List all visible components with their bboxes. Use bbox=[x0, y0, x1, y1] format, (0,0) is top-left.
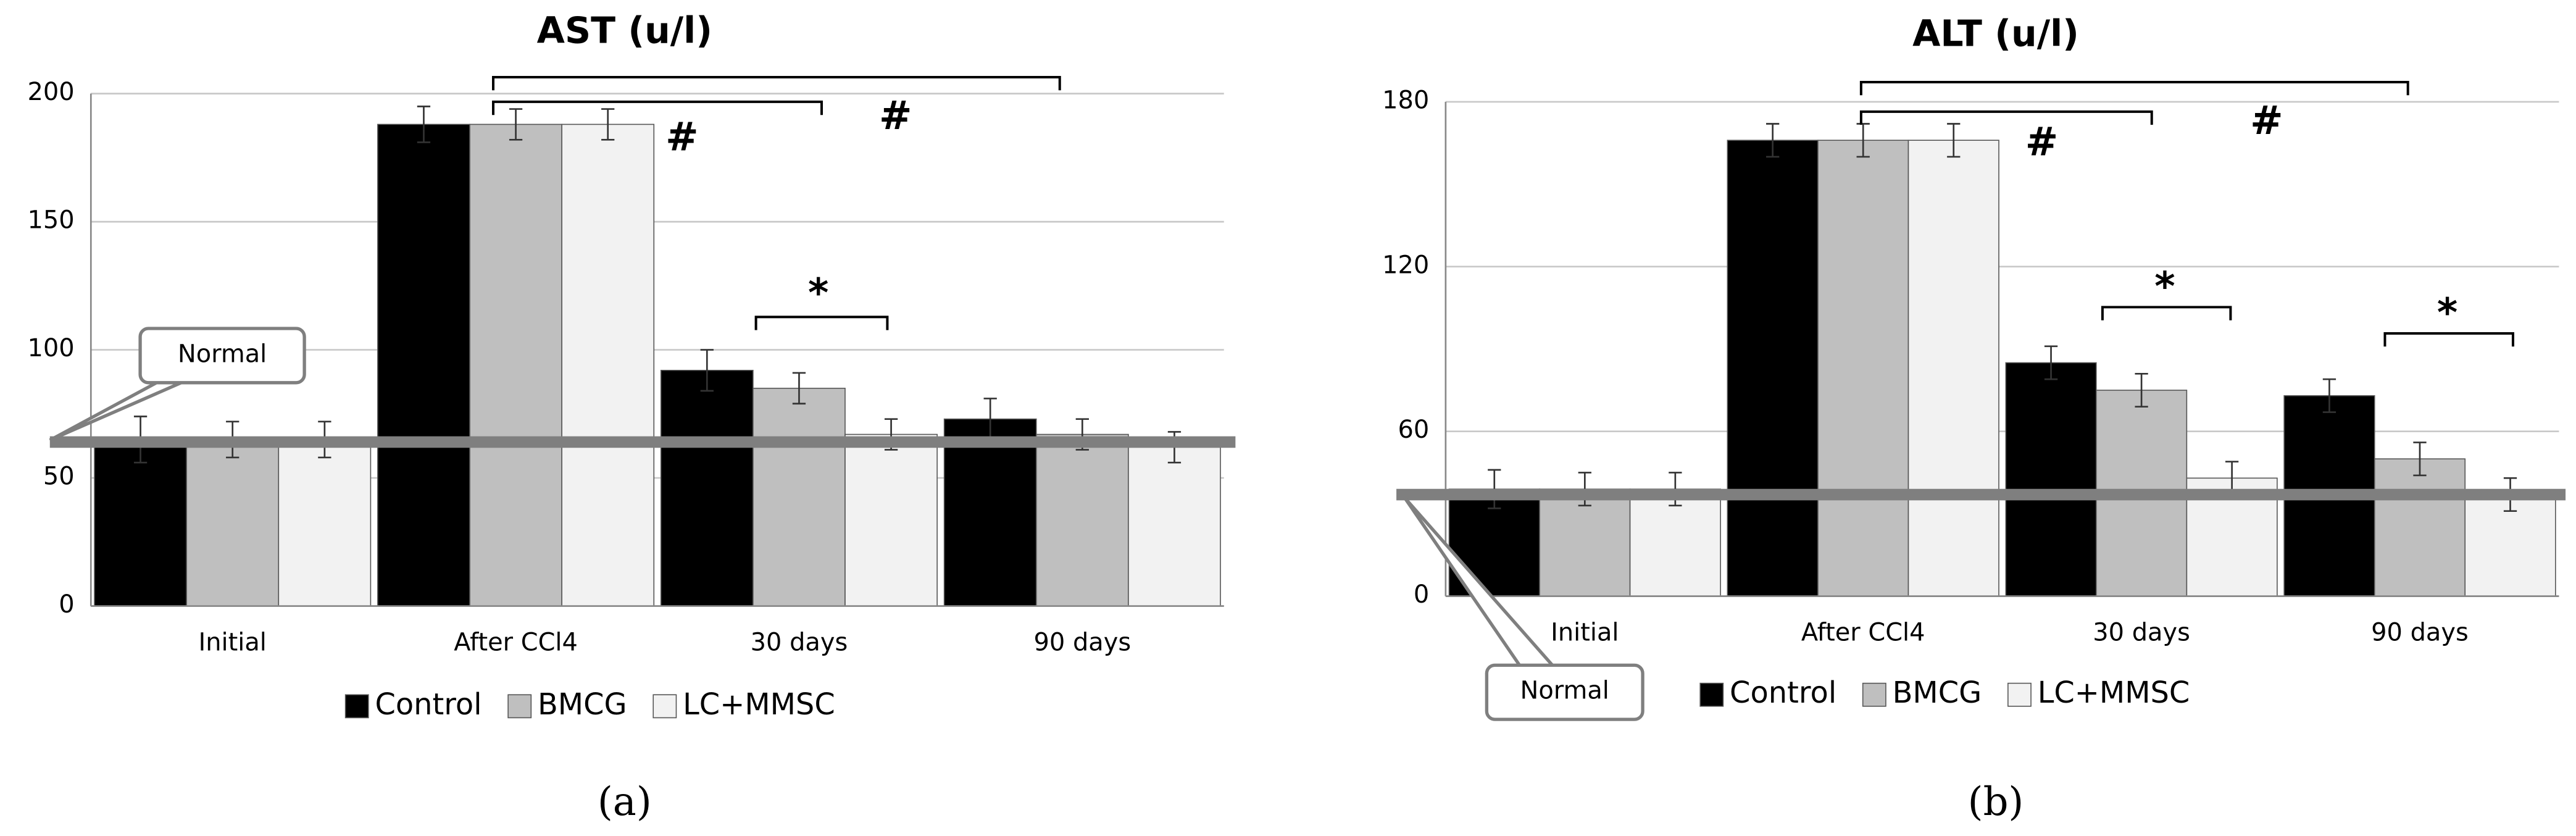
bar bbox=[278, 439, 372, 607]
bar bbox=[752, 388, 846, 607]
bar bbox=[1035, 433, 1129, 607]
legend-swatch bbox=[507, 694, 532, 719]
annotation: # bbox=[879, 93, 912, 139]
callout-tail bbox=[49, 381, 182, 442]
bar bbox=[377, 123, 470, 607]
bar bbox=[660, 370, 754, 607]
error-bar bbox=[792, 372, 806, 405]
error-bar bbox=[417, 106, 431, 143]
chart-title: ALT (u/l) bbox=[1912, 13, 2079, 55]
y-tick-label: 200 bbox=[28, 78, 75, 106]
bar bbox=[2005, 362, 2097, 597]
bar bbox=[186, 439, 280, 607]
legend-swatch bbox=[1699, 682, 1724, 707]
bar bbox=[94, 439, 187, 607]
legend-label: BMCG bbox=[538, 688, 627, 722]
bar bbox=[1817, 140, 1909, 597]
error-bar bbox=[700, 349, 714, 392]
annotation: * bbox=[2154, 264, 2175, 310]
annotation: # bbox=[665, 115, 698, 161]
legend-swatch bbox=[2007, 682, 2032, 707]
error-bar bbox=[2044, 345, 2058, 380]
bar bbox=[1907, 140, 1999, 597]
bracket bbox=[2383, 332, 2514, 347]
legend-label: BMCG bbox=[1893, 676, 1982, 710]
y-tick-label: 180 bbox=[1382, 86, 1429, 114]
legend-swatch bbox=[344, 694, 369, 719]
y-tick-label: 60 bbox=[1398, 416, 1430, 444]
x-tick-label: 90 days bbox=[2371, 618, 2469, 646]
bracket bbox=[492, 100, 823, 115]
annotation: # bbox=[2250, 98, 2283, 144]
callout-label: Normal bbox=[1520, 677, 1609, 705]
annotation: # bbox=[2025, 120, 2058, 165]
error-bar bbox=[1856, 123, 1870, 158]
legend-swatch bbox=[1862, 682, 1886, 707]
legend-label: Control bbox=[375, 688, 481, 722]
x-tick-label: After CCl4 bbox=[1801, 618, 1925, 646]
bar bbox=[844, 433, 938, 607]
bar bbox=[1629, 488, 1721, 597]
legend-label: Control bbox=[1730, 676, 1836, 710]
bracket bbox=[2101, 306, 2232, 320]
error-bar bbox=[2135, 372, 2148, 408]
bar bbox=[2374, 458, 2466, 597]
bar bbox=[1128, 446, 1221, 607]
callout-box bbox=[1485, 663, 1644, 721]
x-tick-label: Initial bbox=[1551, 618, 1619, 646]
error-bar bbox=[2413, 441, 2427, 477]
y-tick-label: 0 bbox=[59, 590, 74, 619]
y-tick-label: 100 bbox=[28, 334, 75, 362]
bracket bbox=[1859, 110, 2153, 125]
y-tick-label: 0 bbox=[1414, 580, 1429, 609]
bar bbox=[1539, 488, 1631, 597]
chart-title: AST (u/l) bbox=[537, 9, 712, 51]
callout-tail bbox=[1403, 496, 1554, 667]
error-bar bbox=[2322, 378, 2336, 413]
x-tick-label: 30 days bbox=[2093, 618, 2190, 646]
annotation: * bbox=[808, 270, 828, 316]
bracket bbox=[492, 76, 1061, 91]
legend-label: LC+MMSC bbox=[683, 688, 835, 722]
x-tick-label: Initial bbox=[199, 628, 267, 656]
bracket bbox=[754, 316, 889, 330]
annotation: * bbox=[2437, 290, 2457, 336]
panel-label: (a) bbox=[598, 779, 652, 825]
bar bbox=[561, 123, 655, 607]
bar bbox=[943, 418, 1037, 607]
x-tick-label: After CCl4 bbox=[454, 628, 578, 656]
error-bar bbox=[509, 108, 523, 141]
callout-box bbox=[138, 327, 306, 385]
error-bar bbox=[1947, 123, 1961, 158]
legend-label: LC+MMSC bbox=[2038, 676, 2190, 710]
y-tick-label: 50 bbox=[43, 462, 75, 491]
x-tick-label: 90 days bbox=[1034, 628, 1132, 656]
bracket bbox=[1859, 81, 2409, 96]
x-tick-label: 30 days bbox=[751, 628, 848, 656]
bar bbox=[1727, 140, 1819, 597]
bar bbox=[469, 123, 562, 607]
callout-label: Normal bbox=[178, 340, 267, 368]
y-tick-label: 120 bbox=[1382, 251, 1429, 279]
error-bar bbox=[1766, 123, 1780, 158]
y-tick-label: 150 bbox=[28, 206, 75, 235]
legend-swatch bbox=[652, 694, 677, 719]
error-bar bbox=[601, 108, 615, 141]
panel-label: (b) bbox=[1968, 779, 2024, 825]
